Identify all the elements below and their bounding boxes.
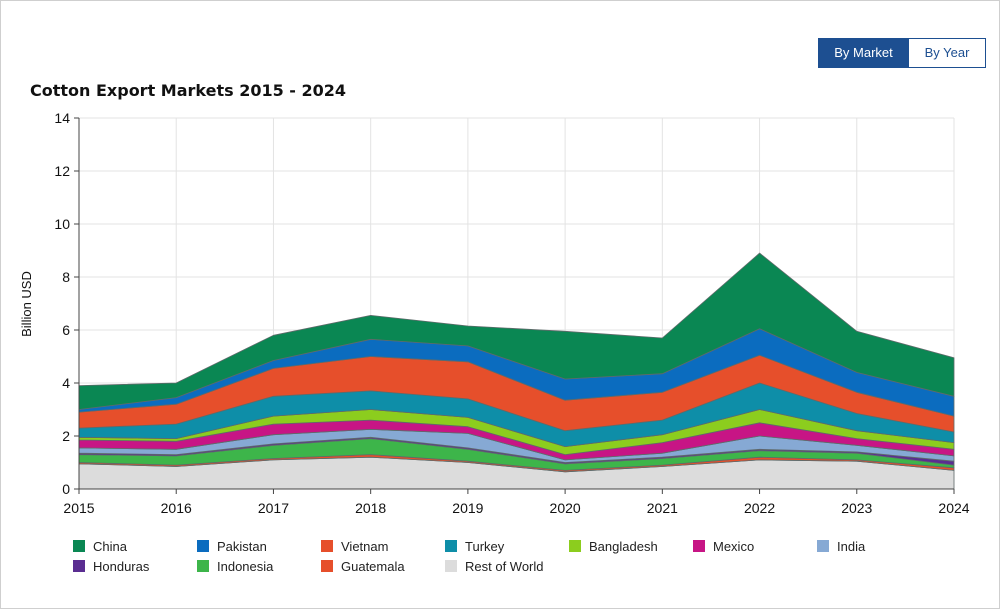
legend-swatch	[817, 540, 829, 552]
legend-label: Vietnam	[341, 538, 389, 554]
x-tick-label: 2023	[841, 500, 872, 516]
by-market-button[interactable]: By Market	[818, 38, 909, 68]
y-tick-label: 2	[62, 428, 70, 444]
y-tick-label: 8	[62, 269, 70, 285]
legend-swatch	[693, 540, 705, 552]
x-tick-label: 2018	[355, 500, 386, 516]
legend-swatch	[445, 540, 457, 552]
x-tick-label: 2016	[161, 500, 192, 516]
legend-item-indonesia[interactable]: Indonesia	[197, 558, 321, 574]
legend-swatch	[197, 540, 209, 552]
legend-item-mexico[interactable]: Mexico	[693, 538, 817, 554]
legend-item-turkey[interactable]: Turkey	[445, 538, 569, 554]
legend-swatch	[321, 540, 333, 552]
x-tick-label: 2021	[647, 500, 678, 516]
x-tick-label: 2019	[452, 500, 483, 516]
legend-swatch	[445, 560, 457, 572]
legend-item-guatemala[interactable]: Guatemala	[321, 558, 445, 574]
view-toggle: By Market By Year	[818, 38, 986, 68]
chart-title: Cotton Export Markets 2015 - 2024	[30, 81, 347, 100]
y-tick-label: 0	[62, 481, 70, 497]
y-tick-label: 10	[54, 216, 70, 232]
x-tick-label: 2022	[744, 500, 775, 516]
y-tick-label: 6	[62, 322, 70, 338]
legend-label: Honduras	[93, 558, 150, 574]
legend-swatch	[73, 540, 85, 552]
by-year-button[interactable]: By Year	[909, 38, 986, 68]
legend-item-pakistan[interactable]: Pakistan	[197, 538, 321, 554]
legend-label: Indonesia	[217, 558, 274, 574]
legend-swatch	[321, 560, 333, 572]
legend-swatch	[197, 560, 209, 572]
x-tick-label: 2015	[63, 500, 94, 516]
x-tick-label: 2017	[258, 500, 289, 516]
legend-label: Rest of World	[465, 558, 544, 574]
legend-label: Pakistan	[217, 538, 267, 554]
legend-label: India	[837, 538, 866, 554]
legend-label: Turkey	[465, 538, 505, 554]
legend-item-bangladesh[interactable]: Bangladesh	[569, 538, 693, 554]
y-tick-label: 4	[62, 375, 70, 391]
chart-legend: China Pakistan Vietnam Turkey Bangladesh Mexi…	[73, 538, 973, 574]
legend-item-vietnam[interactable]: Vietnam	[321, 538, 445, 554]
legend-item-honduras[interactable]: Honduras	[73, 558, 197, 574]
axes: 0 2 4 6 8 10 12 14 2015 2016 2017 2018 2019 2020 2021 2…	[54, 110, 969, 516]
y-tick-label: 12	[54, 163, 70, 179]
area-series-layer	[78, 252, 955, 490]
legend-item-india[interactable]: India	[817, 538, 941, 554]
legend-label: Mexico	[713, 538, 755, 554]
y-axis-label: Billion USD	[19, 271, 34, 337]
legend-label: Guatemala	[341, 558, 405, 574]
legend-label: Bangladesh	[589, 538, 658, 554]
legend-item-rest-of-world[interactable]: Rest of World	[445, 558, 569, 574]
x-tick-label: 2020	[550, 500, 581, 516]
legend-swatch	[569, 540, 581, 552]
legend-label: China	[93, 538, 127, 554]
y-tick-label: 14	[54, 110, 70, 126]
area-china[interactable]	[78, 252, 955, 410]
legend-swatch	[73, 560, 85, 572]
x-tick-label: 2024	[938, 500, 969, 516]
legend-item-china[interactable]: China	[73, 538, 197, 554]
